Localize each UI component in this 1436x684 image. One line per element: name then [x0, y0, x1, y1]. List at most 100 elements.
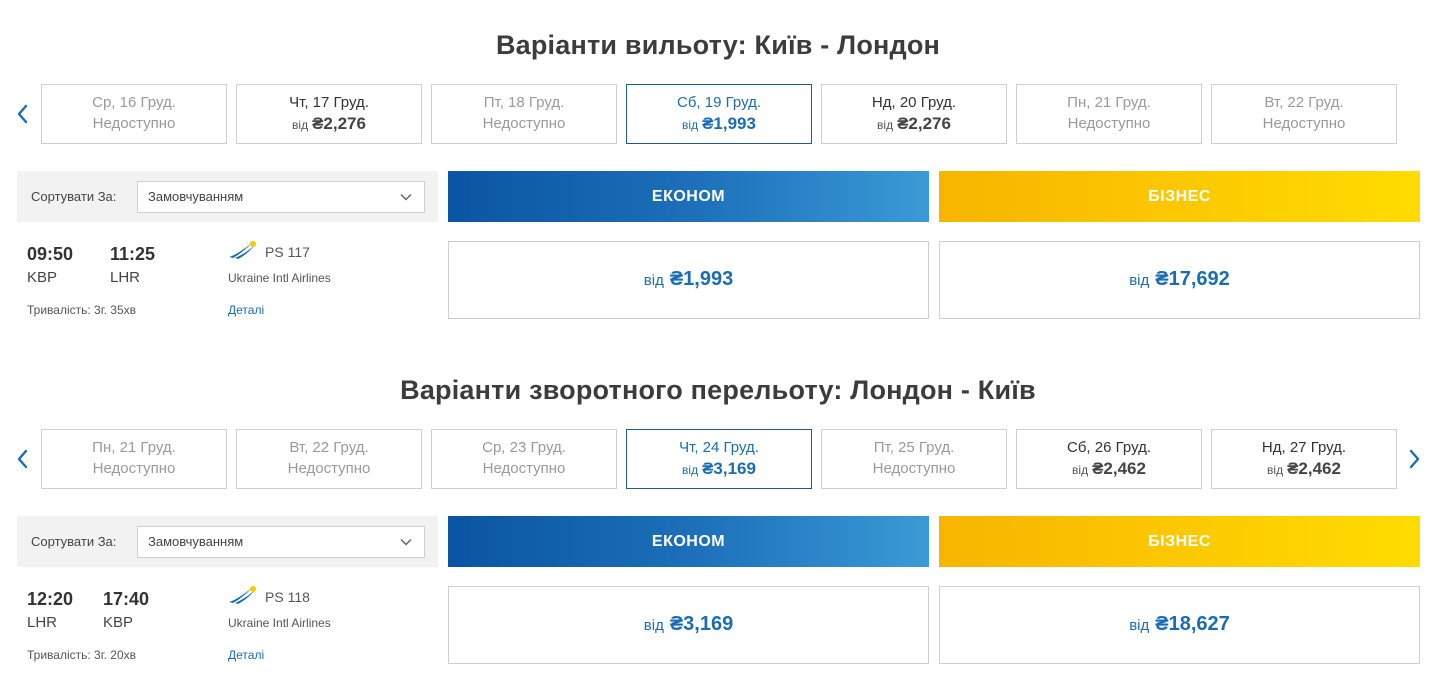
date-card-date: Вт, 22 Груд. [289, 439, 369, 456]
date-card[interactable]: Нд, 20 Груд. від ₴2,276 [821, 84, 1007, 144]
date-card-date: Вт, 22 Груд. [1264, 94, 1344, 111]
return-sort-bar: Сортувати За: Замовчуванням [17, 516, 438, 567]
date-card-status: Недоступно [92, 115, 176, 132]
chevron-down-icon [400, 538, 412, 546]
date-card-date: Пн, 21 Груд. [1067, 94, 1151, 111]
date-card-date: Нд, 27 Груд. [1261, 438, 1347, 456]
date-card[interactable]: Ср, 16 Груд. Недоступно [41, 84, 227, 144]
date-card-date: Пт, 25 Груд. [873, 439, 955, 456]
airline-name: Ukraine Intl Airlines [228, 271, 331, 285]
arrival-code: LHR [110, 269, 141, 286]
arrival-time: 11:25 [110, 244, 156, 264]
econom-price: ₴3,169 [669, 613, 734, 635]
date-card[interactable]: Сб, 19 Груд. від ₴1,993 [626, 84, 812, 144]
departure-time: 09:50 [27, 244, 74, 264]
business-price: ₴17,692 [1155, 268, 1230, 290]
price-prefix: від [643, 617, 664, 634]
date-card-price-row: від ₴2,462 [1267, 458, 1341, 481]
sort-value: Замовчуванням [148, 534, 244, 549]
date-card-date: Сб, 19 Груд. [677, 93, 761, 111]
business-price-box[interactable]: від ₴18,627 [939, 586, 1420, 664]
date-card-price-row: від ₴2,276 [292, 113, 366, 136]
departure-code: LHR [27, 614, 58, 631]
date-card-status: Недоступно [872, 460, 956, 477]
date-card[interactable]: Ср, 23 Груд. Недоступно [431, 429, 617, 489]
date-card-date: Нд, 20 Груд. [871, 93, 957, 111]
date-card-price: ₴1,993 [702, 113, 756, 133]
econom-price: ₴1,993 [669, 268, 734, 290]
date-card-price-prefix: від [682, 462, 699, 477]
chevron-left-icon[interactable] [14, 447, 30, 471]
date-card[interactable]: Пт, 25 Груд. Недоступно [821, 429, 1007, 489]
sort-label: Сортувати За: [31, 189, 117, 204]
date-card-status: Недоступно [482, 115, 566, 132]
date-card-price: ₴2,462 [1092, 458, 1146, 478]
outbound-sort-bar: Сортувати За: Замовчуванням [17, 171, 438, 222]
flight-info: 12:20 17:40 LHR KBP Тривалість: 3г. 20хв… [27, 583, 437, 673]
chevron-down-icon [400, 193, 412, 201]
price-prefix: від [1129, 272, 1150, 289]
price-prefix: від [643, 272, 664, 289]
cabin-business-header: БІЗНЕС [939, 516, 1420, 567]
airline-name: Ukraine Intl Airlines [228, 616, 331, 630]
date-card-status: Недоступно [92, 460, 176, 477]
date-card-price-prefix: від [1267, 462, 1284, 477]
flight-duration: Тривалість: 3г. 35хв [27, 303, 137, 317]
sort-select[interactable]: Замовчуванням [137, 180, 425, 213]
cabin-econom-header: ЕКОНОМ [448, 171, 929, 222]
date-card-price-prefix: від [1072, 462, 1089, 477]
sort-select[interactable]: Замовчуванням [137, 525, 425, 558]
business-price: ₴18,627 [1155, 613, 1230, 635]
arrival-code: KBP [103, 614, 134, 631]
date-card-status: Недоступно [482, 460, 566, 477]
date-card-price: ₴2,462 [1287, 458, 1341, 478]
date-card-date: Пн, 21 Груд. [92, 439, 176, 456]
date-card[interactable]: Вт, 22 Груд. Недоступно [1211, 84, 1397, 144]
date-card[interactable]: Вт, 22 Груд. Недоступно [236, 429, 422, 489]
date-card-price: ₴3,169 [702, 458, 756, 478]
date-card[interactable]: Пт, 18 Груд. Недоступно [431, 84, 617, 144]
details-link[interactable]: Деталі [228, 303, 265, 317]
date-card-date: Пт, 18 Груд. [483, 94, 565, 111]
chevron-right-icon[interactable] [1407, 447, 1423, 471]
date-card[interactable]: Пн, 21 Груд. Недоступно [41, 429, 227, 489]
departure-code: KBP [27, 269, 58, 286]
business-price-box[interactable]: від ₴17,692 [939, 241, 1420, 319]
date-card-price-row: від ₴2,276 [877, 113, 951, 136]
date-card-date: Чт, 17 Груд. [289, 93, 369, 111]
econom-price-box[interactable]: від ₴1,993 [448, 241, 929, 319]
outbound-title: Варіанти вильоту: Київ - Лондон [495, 30, 941, 60]
return-title: Варіанти зворотного перельоту: Лондон - … [400, 375, 1036, 405]
date-card[interactable]: Пн, 21 Груд. Недоступно [1016, 84, 1202, 144]
cabin-business-header: БІЗНЕС [939, 171, 1420, 222]
date-card-price: ₴2,276 [312, 113, 366, 133]
departure-time: 12:20 [27, 589, 74, 609]
price-prefix: від [1129, 617, 1150, 634]
date-card[interactable]: Чт, 17 Груд. від ₴2,276 [236, 84, 422, 144]
date-card-date: Чт, 24 Груд. [679, 438, 759, 456]
details-link[interactable]: Деталі [228, 648, 265, 662]
date-card-price-row: від ₴3,169 [682, 458, 756, 481]
date-card[interactable]: Чт, 24 Груд. від ₴3,169 [626, 429, 812, 489]
date-card-price-row: від ₴1,993 [682, 113, 756, 136]
return-date-strip: Пн, 21 Груд. Недоступно Вт, 22 Груд. Недост… [0, 429, 1436, 489]
arrival-time: 17:40 [103, 589, 150, 609]
date-card-status: Недоступно [1067, 115, 1151, 132]
date-card[interactable]: Сб, 26 Груд. від ₴2,462 [1016, 429, 1202, 489]
date-card-status: Недоступно [1262, 115, 1346, 132]
sort-value: Замовчуванням [148, 189, 244, 204]
flight-number: PS 117 [265, 244, 310, 260]
date-card-price-prefix: від [682, 117, 699, 132]
date-card-date: Сб, 26 Груд. [1067, 438, 1151, 456]
date-card-price: ₴2,276 [897, 113, 951, 133]
flight-duration: Тривалість: 3г. 20хв [27, 648, 137, 662]
date-card-price-row: від ₴2,462 [1072, 458, 1146, 481]
econom-price-box[interactable]: від ₴3,169 [448, 586, 929, 664]
date-card-date: Ср, 23 Груд. [482, 439, 566, 456]
outbound-date-strip: Ср, 16 Груд. Недоступно Чт, 17 Груд. від ₴2,… [0, 84, 1436, 144]
date-card-status: Недоступно [287, 460, 371, 477]
uia-logo-icon [229, 241, 256, 259]
date-card-date: Ср, 16 Груд. [92, 94, 176, 111]
chevron-left-icon[interactable] [14, 102, 30, 126]
date-card[interactable]: Нд, 27 Груд. від ₴2,462 [1211, 429, 1397, 489]
